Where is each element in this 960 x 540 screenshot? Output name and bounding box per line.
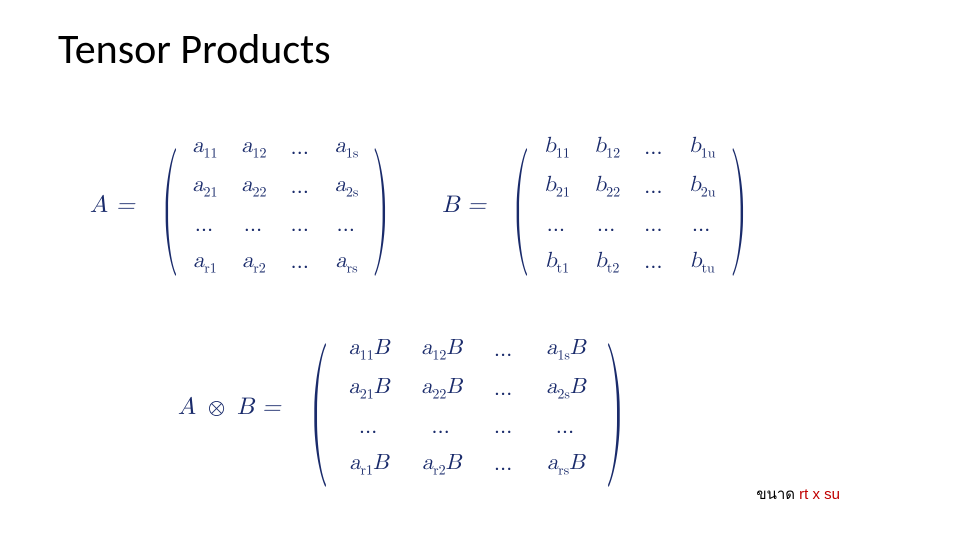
matrix-cell: b2u	[677, 167, 728, 206]
matrix-cell: a22	[229, 167, 278, 206]
paren-left: (	[161, 153, 178, 258]
matrix-cell: …	[632, 207, 676, 243]
matrix-cell: …	[632, 243, 676, 282]
matrix-cell: …	[278, 243, 322, 282]
footnote-size: rt x su	[799, 486, 840, 503]
matrix-cell: a1s	[323, 128, 371, 167]
matrix-cell: …	[632, 167, 676, 206]
matrix-cell: …	[530, 409, 601, 445]
tensor-matrix-table: a11Ba12B…a1sBa21Ba22B…a2sB…………ar1Bar2B…a…	[333, 330, 602, 484]
paren-right: )	[606, 348, 626, 466]
matrix-cell: …	[632, 128, 676, 167]
footnote-prefix: ขนาด	[756, 486, 795, 503]
matrix-cell: ar2B	[405, 445, 478, 484]
matrix-cell: …	[333, 409, 406, 445]
matrix-cell: ars	[323, 243, 371, 282]
tensor-lhs: A ⊗ B =	[178, 393, 281, 422]
matrix-definitions: A = ( a11a12…a1sa21a22…a2s…………ar1ar2…ars…	[90, 128, 763, 282]
matrix-cell: a2sB	[530, 369, 601, 408]
matrix-a: a11a12…a1sa21a22…a2s…………ar1ar2…ars	[180, 128, 370, 282]
paren-right: )	[373, 153, 390, 258]
matrix-cell: a21B	[333, 369, 406, 408]
matrix-cell: …	[278, 167, 322, 206]
matrix-cell: …	[405, 409, 478, 445]
size-footnote: ขนาด rt x su	[756, 482, 840, 506]
matrix-cell: …	[582, 207, 632, 243]
matrix-b-lhs: B =	[442, 191, 486, 220]
matrix-cell: b12	[582, 128, 632, 167]
matrix-cell: …	[677, 207, 728, 243]
paren-left: (	[512, 153, 529, 258]
matrix-cell: b1u	[677, 128, 728, 167]
matrix-cell: …	[478, 445, 530, 484]
matrix-cell: a22B	[405, 369, 478, 408]
tensor-matrix: a11Ba12B…a1sBa21Ba22B…a2sB…………ar1Bar2B…a…	[333, 330, 602, 484]
matrix-cell: btu	[677, 243, 728, 282]
matrix-cell: arsB	[530, 445, 601, 484]
matrix-b-table: b11b12…b1ub21b22…b2u…………bt1bt2…btu	[532, 128, 728, 282]
matrix-cell: bt2	[582, 243, 632, 282]
paren-left: (	[309, 348, 329, 466]
matrix-a-lhs: A =	[90, 191, 135, 220]
matrix-cell: a2s	[323, 167, 371, 206]
matrix-cell: …	[478, 369, 530, 408]
matrix-cell: …	[278, 207, 322, 243]
matrix-cell: b21	[532, 167, 582, 206]
page-title: Tensor Products	[58, 24, 331, 75]
matrix-cell: a21	[180, 167, 229, 206]
matrix-cell: ar2	[229, 243, 278, 282]
matrix-cell: …	[478, 330, 530, 369]
matrix-cell: …	[278, 128, 322, 167]
matrix-cell: a12B	[405, 330, 478, 369]
matrix-a-table: a11a12…a1sa21a22…a2s…………ar1ar2…ars	[180, 128, 370, 282]
matrix-cell: b22	[582, 167, 632, 206]
matrix-cell: a11B	[333, 330, 406, 369]
matrix-cell: a1sB	[530, 330, 601, 369]
matrix-cell: b11	[532, 128, 582, 167]
matrix-cell: …	[532, 207, 582, 243]
matrix-cell: …	[323, 207, 371, 243]
matrix-cell: ar1	[180, 243, 229, 282]
matrix-b: b11b12…b1ub21b22…b2u…………bt1bt2…btu	[532, 128, 728, 282]
paren-right: )	[730, 153, 747, 258]
matrix-cell: bt1	[532, 243, 582, 282]
matrix-cell: …	[229, 207, 278, 243]
tensor-product-equation: A ⊗ B = ( a11Ba12B…a1sBa21Ba22B…a2sB……………	[178, 330, 644, 484]
matrix-cell: ar1B	[333, 445, 406, 484]
matrix-cell: a12	[229, 128, 278, 167]
matrix-cell: …	[180, 207, 229, 243]
matrix-cell: …	[478, 409, 530, 445]
matrix-cell: a11	[180, 128, 229, 167]
